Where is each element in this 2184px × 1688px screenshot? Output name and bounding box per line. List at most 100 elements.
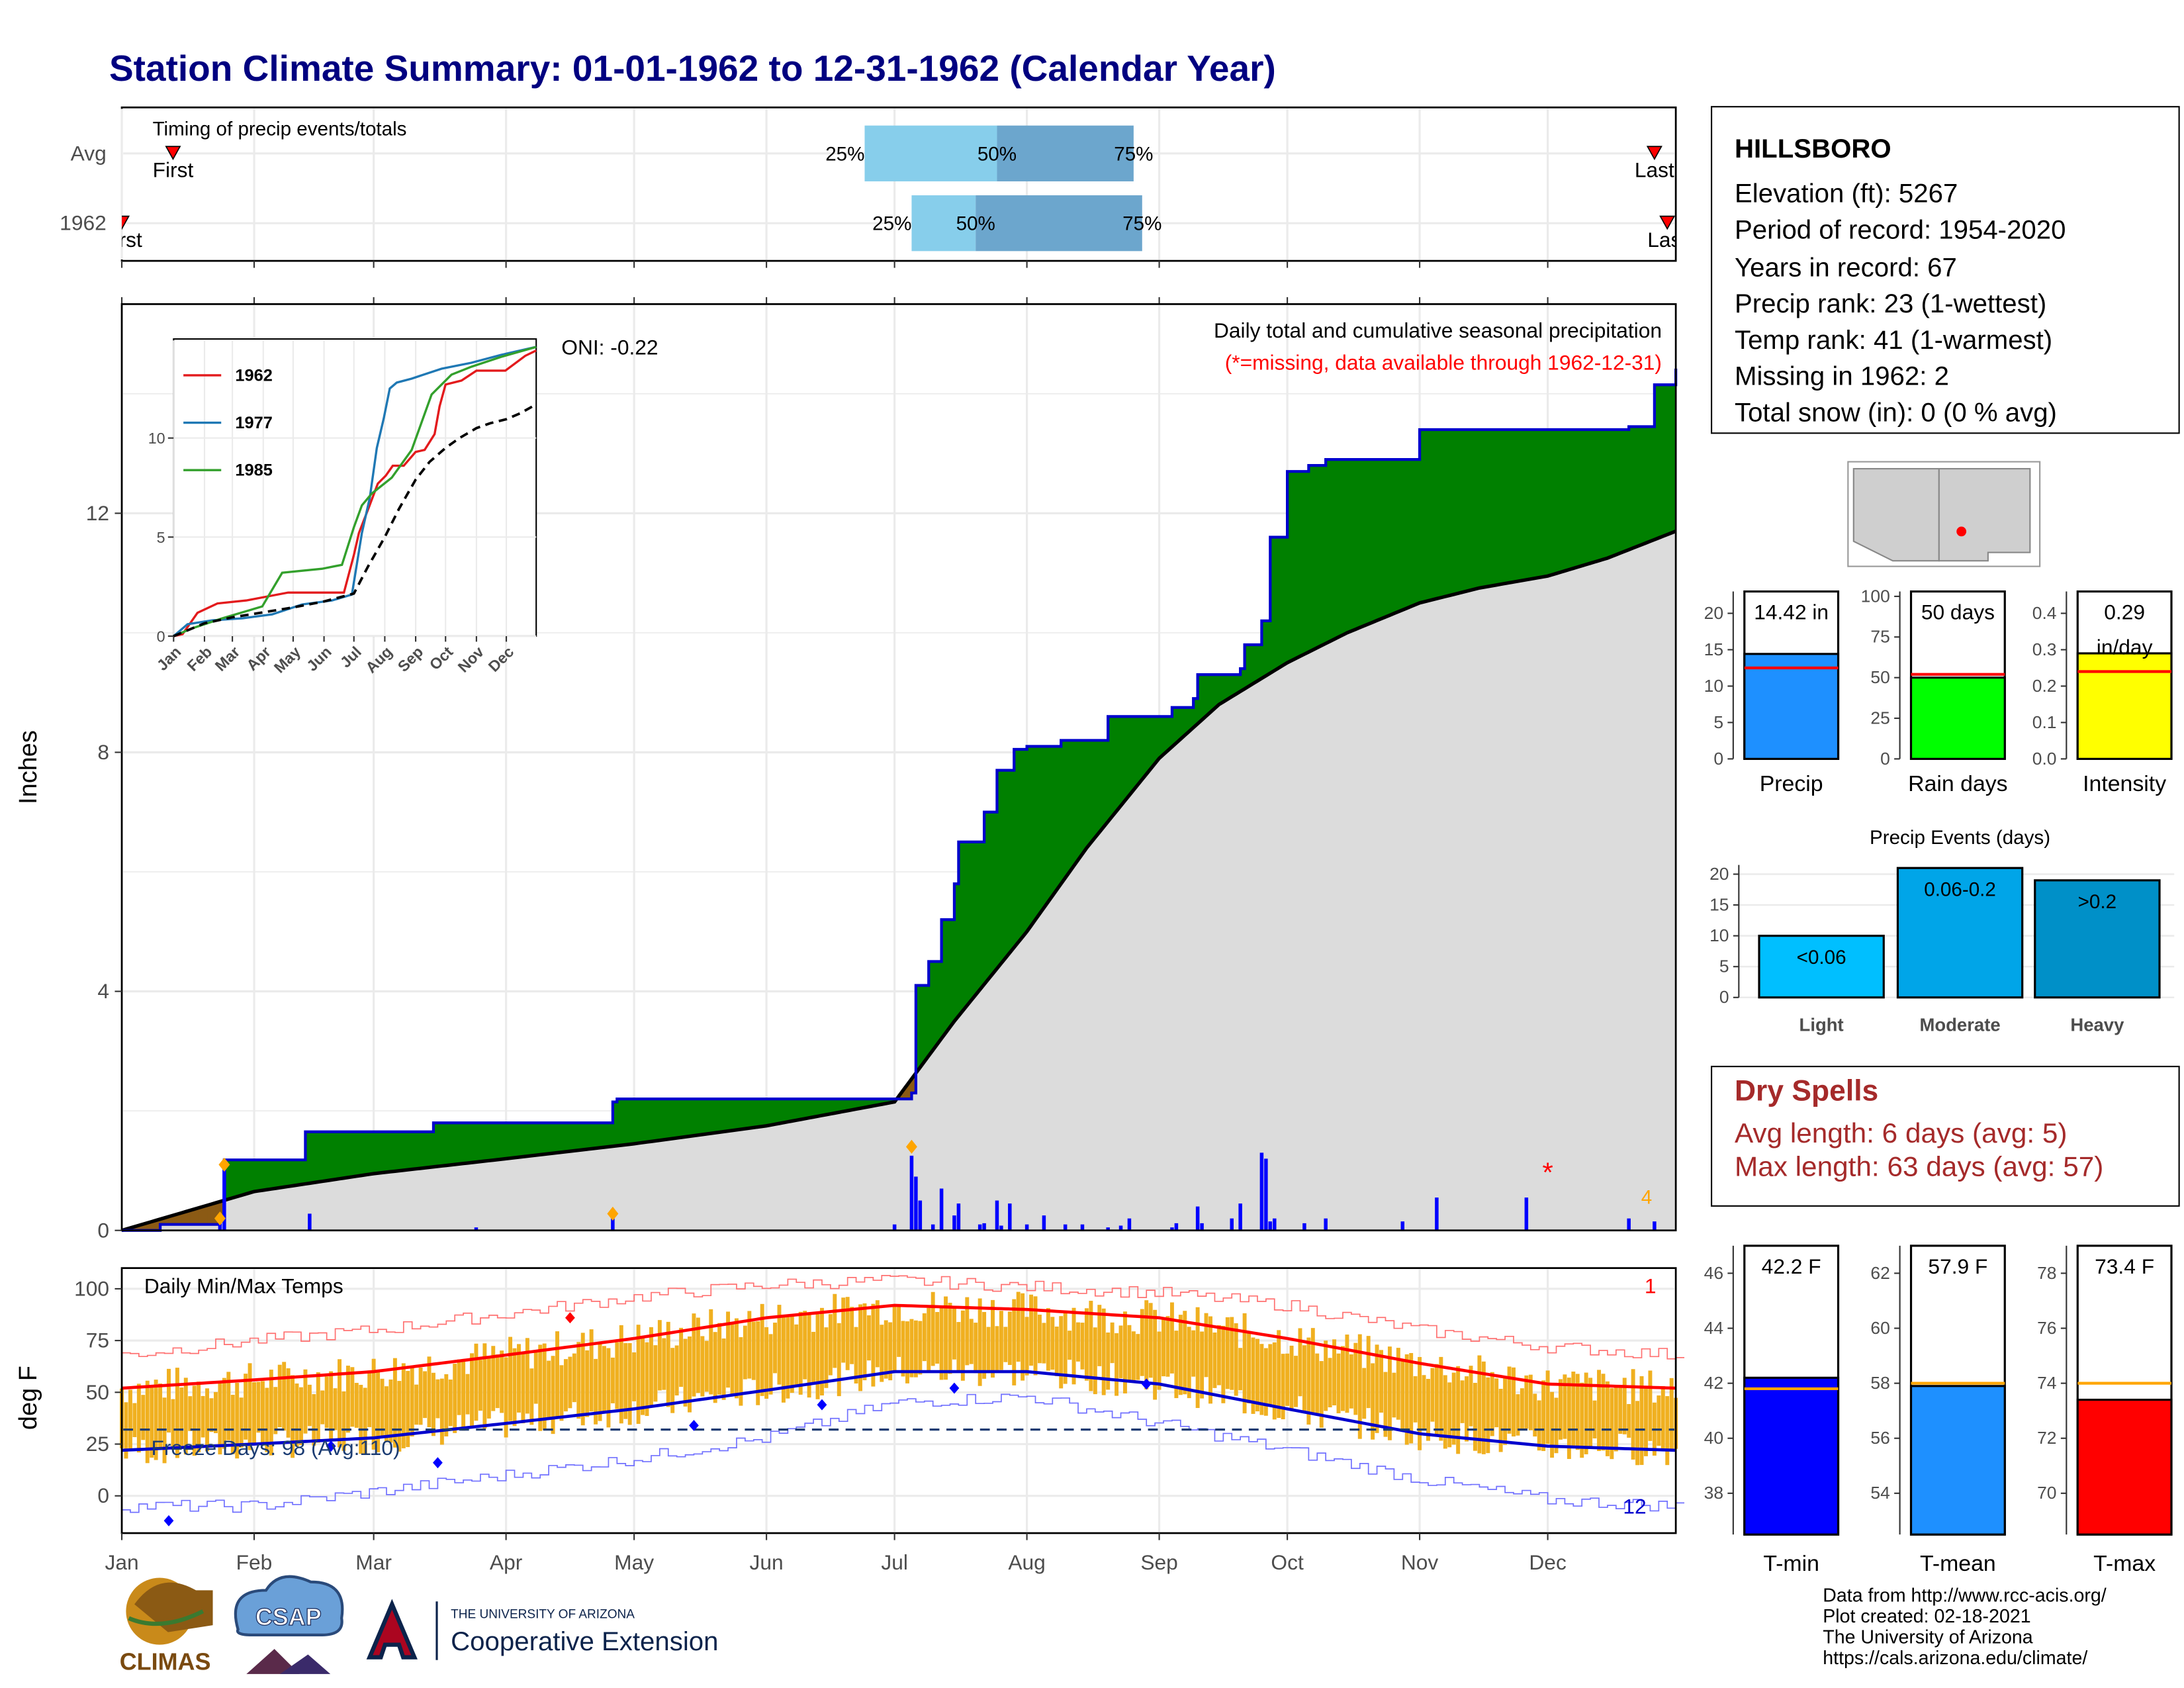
ua-logo: THE UNIVERSITY OF ARIZONA Cooperative Ex… [366, 1599, 718, 1660]
excess-area [1163, 716, 1169, 755]
excess-area [1291, 471, 1297, 661]
events-bar-light [1758, 935, 1885, 999]
daily-temp-bar [1537, 1400, 1541, 1451]
daily-temp-bar [645, 1342, 649, 1417]
excess-area [1445, 429, 1450, 597]
daily-temp-bar [1473, 1383, 1477, 1451]
excess-area [351, 1131, 357, 1178]
quartile-bar-upper [997, 125, 1134, 181]
small-bar-name: T-max [2093, 1551, 2156, 1576]
daily-temp-bar [901, 1321, 905, 1377]
daily-temp-bar [1477, 1355, 1482, 1454]
daily-temp-bar [781, 1314, 786, 1403]
small-ytick-label: 5 [1713, 712, 1723, 732]
excess-area [638, 1098, 643, 1144]
daily-temp-bar [179, 1387, 184, 1446]
daily-temp-bar [1665, 1396, 1670, 1466]
daily-temp-bar [1187, 1327, 1191, 1399]
daily-temp-bar [1362, 1368, 1367, 1419]
temps-ytick-label: 25 [86, 1432, 109, 1456]
excess-area [1470, 429, 1476, 591]
daily-temp-bar [862, 1303, 867, 1381]
daily-temp-bar [1033, 1296, 1038, 1376]
daily-precip-bar [611, 1218, 615, 1231]
daily-temp-bar [209, 1398, 214, 1432]
excess-area [488, 1122, 494, 1161]
small-ytick-label: 25 [1870, 708, 1889, 728]
daily-temp-bar [897, 1304, 901, 1357]
daily-temp-bar [786, 1317, 790, 1399]
excess-area [1530, 429, 1535, 580]
daily-temp-bar [978, 1298, 982, 1386]
daily-temp-bar [1396, 1348, 1400, 1420]
excess-area [1099, 739, 1105, 833]
small-ytick-label: 38 [1704, 1483, 1723, 1503]
excess-area [676, 1098, 682, 1139]
excess-area [766, 1098, 772, 1127]
excess-area [1095, 739, 1100, 839]
month-tick-label: Jun [750, 1550, 784, 1574]
oni-label: ONI: -0.22 [561, 335, 658, 359]
daily-temp-bar [1136, 1334, 1140, 1380]
missing-data-marker: * [1542, 1156, 1553, 1188]
excess-area [1602, 429, 1608, 560]
excess-area [403, 1131, 408, 1171]
excess-area [296, 1159, 302, 1186]
daily-temp-bar [1306, 1337, 1311, 1425]
small-bar-name: T-mean [1920, 1551, 1996, 1576]
daily-temp-bar [376, 1371, 381, 1452]
daily-temp-bar [401, 1363, 406, 1448]
excess-area [966, 841, 972, 1007]
excess-area [1415, 459, 1420, 606]
daily-temp-bar [568, 1356, 572, 1409]
daily-temp-bar [1644, 1388, 1648, 1456]
events-title: Precip Events (days) [1870, 827, 2050, 849]
daily-precip-bar [308, 1213, 312, 1231]
daily-temp-bar [1490, 1372, 1494, 1436]
daily-temp-bar [1234, 1323, 1238, 1396]
daily-temp-bar [1404, 1354, 1409, 1445]
daily-temp-bar [256, 1382, 261, 1433]
excess-area [1509, 429, 1514, 583]
excess-area [1381, 459, 1387, 620]
daily-temp-bar [1328, 1358, 1332, 1408]
daily-temp-bar [948, 1303, 952, 1374]
cumulative-precip-panel: * Daily total and cumulative seasonal pr… [15, 303, 1678, 1242]
daily-precip-bar [931, 1224, 935, 1231]
daily-temp-bar [918, 1321, 923, 1375]
record-min-line [122, 1393, 1685, 1513]
daily-temp-bar [1371, 1363, 1375, 1440]
daily-temp-bar [790, 1315, 794, 1393]
daily-temp-bar [837, 1323, 841, 1397]
excess-area [1500, 429, 1506, 585]
daily-temp-bar [538, 1344, 543, 1431]
excess-area [522, 1122, 528, 1157]
excess-area [539, 1122, 545, 1155]
excess-area [821, 1098, 827, 1116]
excess-area [792, 1098, 797, 1122]
daily-temp-bar [820, 1307, 824, 1396]
daily-temp-bar [931, 1291, 935, 1366]
excess-area [1611, 429, 1617, 557]
daily-temp-bar [833, 1293, 837, 1368]
inset-legend-label: 1985 [235, 461, 272, 480]
excess-area [698, 1098, 703, 1136]
excess-area [578, 1122, 584, 1151]
daily-temp-bar [435, 1379, 440, 1419]
excess-area [689, 1098, 694, 1137]
small-bar-value: 50 days [1921, 600, 1995, 624]
excess-area [642, 1098, 648, 1143]
excess-area [1619, 429, 1625, 554]
daily-temp-bar [1430, 1368, 1435, 1422]
excess-area [804, 1098, 810, 1119]
excess-area [1265, 620, 1271, 677]
daily-temp-bar [1247, 1333, 1251, 1404]
daily-temp-bar [260, 1381, 265, 1446]
excess-area [1351, 459, 1356, 632]
daily-temp-bar [380, 1378, 385, 1438]
excess-area [1086, 739, 1091, 849]
excess-area [1389, 459, 1394, 616]
daily-temp-bar [1178, 1315, 1183, 1395]
daily-temp-bar [1277, 1330, 1281, 1419]
excess-area [1150, 716, 1156, 770]
